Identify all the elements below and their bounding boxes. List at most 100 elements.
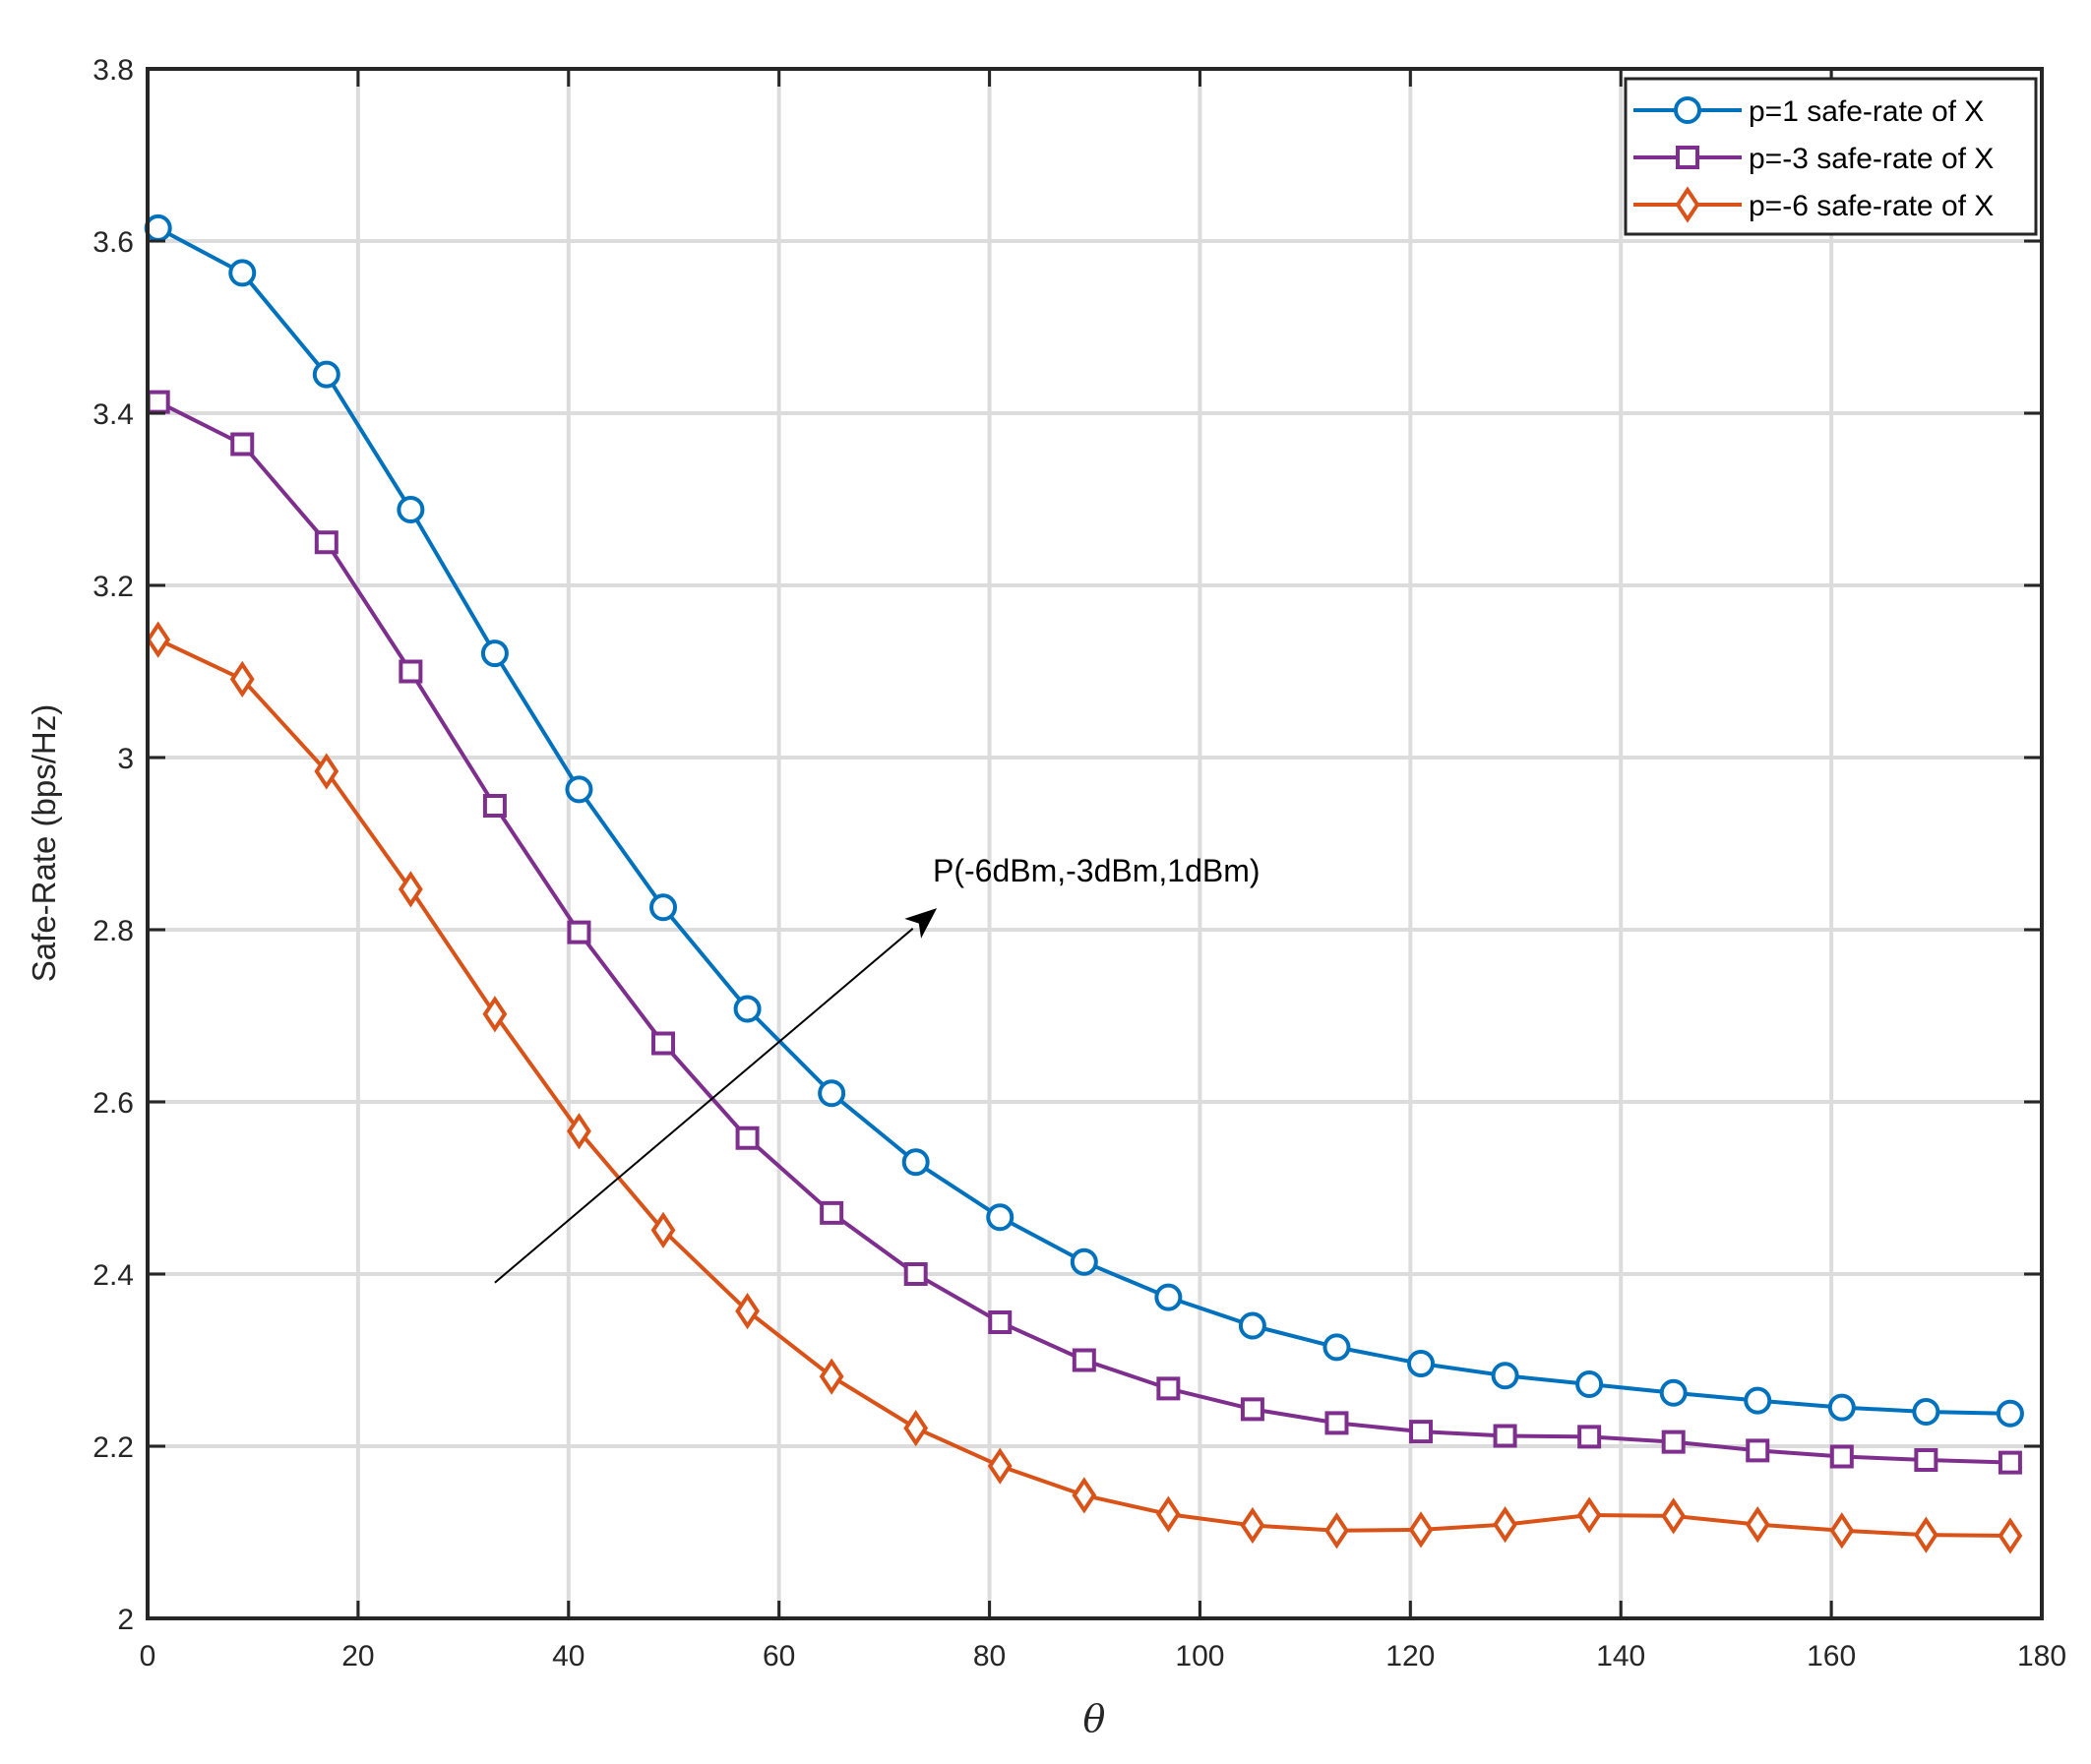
- data-point: [1577, 1425, 1602, 1449]
- legend-entry: p=1 safe-rate of X: [1633, 95, 1984, 128]
- y-tick-labels: 2 2.2 2.4 2.6 2.8 3 3.2 3.4 3.6 3.8: [92, 54, 134, 1636]
- x-tick-label: 0: [140, 1640, 156, 1673]
- data-point: [649, 893, 678, 922]
- annotation: P(-6dBm,-3dBm,1dBm): [494, 853, 1261, 1284]
- y-tick-label: 3: [117, 743, 134, 775]
- data-point: [1154, 1283, 1183, 1311]
- legend-label: p=-3 safe-rate of X: [1749, 143, 1994, 175]
- data-point: [1491, 1362, 1519, 1390]
- plot-frame: [146, 67, 2044, 1620]
- grid-lines: [148, 69, 2042, 1618]
- data-point: [1409, 1420, 1434, 1444]
- data-point: [1240, 1506, 1265, 1545]
- y-tick-label: 3.2: [92, 571, 134, 603]
- data-point: [988, 1310, 1013, 1334]
- x-tick-label: 80: [973, 1640, 1006, 1673]
- annotation-arrow-head: [904, 908, 938, 939]
- data-point: [1324, 1411, 1349, 1435]
- series-2: [146, 390, 2022, 1475]
- data-point: [1493, 1506, 1517, 1544]
- x-tick-label: 20: [341, 1640, 374, 1673]
- data-point: [1155, 1495, 1181, 1533]
- data-point: [1072, 1348, 1096, 1372]
- data-point: [1912, 1398, 1940, 1426]
- data-point: [146, 390, 170, 414]
- x-tick-labels: 0 20 40 60 80 100 120 140 160 180: [140, 1640, 2066, 1673]
- legend-swatch-marker: [1675, 186, 1700, 223]
- x-tick-label: 40: [552, 1640, 584, 1673]
- data-point: [1745, 1506, 1770, 1544]
- data-point: [230, 432, 255, 456]
- data-point: [1070, 1247, 1098, 1276]
- data-point: [482, 996, 508, 1033]
- data-point: [144, 213, 172, 242]
- data-point: [1322, 1333, 1351, 1362]
- y-tick-label: 3.6: [92, 226, 134, 259]
- data-point: [1913, 1516, 1938, 1553]
- data-point: [1829, 1444, 1854, 1469]
- data-point: [1827, 1393, 1856, 1422]
- data-point: [399, 659, 423, 684]
- axis-ticks: [146, 67, 2044, 1620]
- legend-entry: p=-6 safe-rate of X: [1633, 186, 1994, 223]
- data-point: [733, 995, 762, 1023]
- data-point: [1408, 1511, 1434, 1549]
- data-point: [482, 794, 507, 818]
- data-point: [480, 639, 509, 668]
- data-point: [1240, 1397, 1264, 1422]
- y-tick-label: 3.8: [92, 54, 134, 87]
- data-point: [901, 1148, 930, 1177]
- y-tick-label: 2.4: [92, 1259, 134, 1292]
- data-point: [312, 360, 340, 389]
- y-tick-label: 3.4: [92, 398, 134, 431]
- data-point: [1996, 1399, 2024, 1428]
- x-tick-label: 100: [1175, 1640, 1224, 1673]
- data-point: [1998, 1450, 2022, 1475]
- data-point: [1324, 1512, 1349, 1550]
- data-point: [1661, 1497, 1687, 1535]
- data-point: [567, 1113, 591, 1150]
- y-axis-label: Safe-Rate (bps/Hz): [26, 704, 62, 982]
- data-point: [650, 1211, 676, 1248]
- data-point: [735, 1293, 760, 1330]
- data-point: [567, 920, 591, 944]
- data-point: [398, 871, 423, 908]
- legend-label: p=-6 safe-rate of X: [1749, 190, 1994, 222]
- y-tick-label: 2.8: [92, 915, 134, 947]
- annotation-arrow-line: [494, 928, 914, 1284]
- data-point: [1659, 1378, 1688, 1407]
- series-3: [146, 621, 2023, 1554]
- data-point: [651, 1031, 676, 1056]
- legend: p=1 safe-rate of X p=-3 safe-rate of X p=-…: [1624, 77, 2038, 236]
- legend-entry: p=-3 safe-rate of X: [1633, 143, 1994, 175]
- x-tick-label: 120: [1385, 1640, 1435, 1673]
- data-point: [1998, 1517, 2023, 1554]
- y-tick-label: 2: [117, 1604, 134, 1636]
- data-point: [820, 1200, 844, 1225]
- data-point: [903, 1262, 928, 1286]
- plot-area: [148, 69, 2042, 1618]
- data-point: [1407, 1350, 1436, 1377]
- legend-label: p=1 safe-rate of X: [1749, 95, 1984, 128]
- data-point: [314, 753, 339, 790]
- data-point: [986, 1203, 1015, 1232]
- data-point: [819, 1358, 844, 1395]
- data-point: [1914, 1448, 1938, 1472]
- data-point: [1493, 1424, 1517, 1448]
- data-point: [228, 259, 257, 287]
- legend-swatch-marker: [1674, 96, 1701, 124]
- data-point: [735, 1125, 760, 1150]
- data-point: [903, 1410, 929, 1447]
- data-point: [397, 496, 425, 523]
- data-point: [1072, 1477, 1097, 1514]
- data-point: [1156, 1376, 1181, 1401]
- annotation-text: P(-6dBm,-3dBm,1dBm): [933, 853, 1261, 888]
- x-tick-label: 180: [2017, 1640, 2066, 1673]
- data-point: [1575, 1370, 1604, 1398]
- x-tick-label: 160: [1807, 1640, 1856, 1673]
- data-point: [146, 621, 171, 658]
- data-point: [314, 530, 338, 555]
- data-point: [565, 775, 593, 804]
- y-tick-label: 2.6: [92, 1087, 134, 1120]
